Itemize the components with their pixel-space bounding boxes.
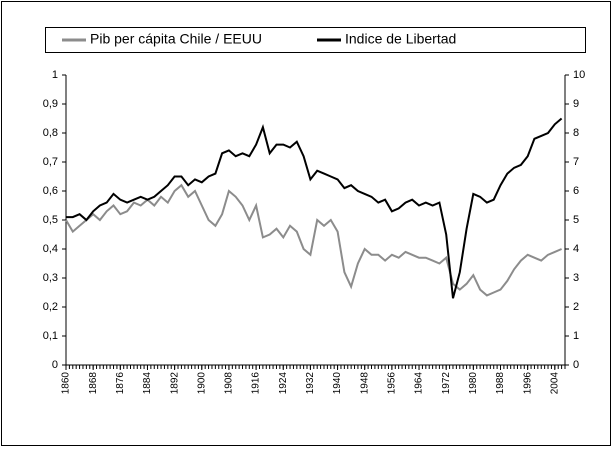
- x-tick-label: 1988: [495, 372, 506, 395]
- x-tick-label: 1868: [88, 372, 99, 395]
- x-tick-label: 1940: [332, 372, 343, 395]
- y-tick-label: 0,2: [43, 301, 58, 313]
- x-tick-label: 1964: [414, 372, 425, 395]
- y2-tick-label: 8: [573, 127, 579, 139]
- y2-tick-label: 1: [573, 330, 579, 342]
- legend: Pib per cápita Chile / EEUU Indice de Lib…: [62, 31, 456, 47]
- y-tick-label: 0,6: [43, 185, 58, 197]
- x-tick-label: 1876: [115, 372, 126, 395]
- x-tick-label: 1932: [305, 372, 316, 395]
- y2-tick-label: 2: [573, 301, 579, 313]
- series-line: [65, 183, 562, 297]
- x-tick-label: 1956: [387, 372, 398, 395]
- y2-tick-label: 6: [573, 185, 579, 197]
- y-tick-label: 0,7: [43, 156, 58, 168]
- x-tick-label: 1996: [522, 372, 533, 395]
- y2-tick-label: 0: [573, 359, 579, 371]
- x-tick-label: 1948: [359, 372, 370, 395]
- y-tick-label: 0,5: [43, 214, 58, 226]
- y2-tick-label: 4: [573, 243, 579, 255]
- legend-label: Pib per cápita Chile / EEUU: [90, 31, 262, 47]
- y2-tick-label: 5: [573, 214, 579, 226]
- y2-tick-label: 9: [573, 98, 579, 110]
- y-tick-label: 0,3: [43, 272, 58, 284]
- y2-tick-label: 10: [573, 69, 585, 81]
- x-tick-label: 1916: [251, 372, 262, 395]
- y-tick-label: 0,8: [43, 127, 58, 139]
- x-tick-label: 1884: [142, 372, 153, 395]
- y-tick-label: 0,1: [43, 330, 58, 342]
- legend-label: Indice de Libertad: [345, 31, 456, 47]
- x-tick-label: 1924: [278, 372, 289, 395]
- y-tick-label: 0,4: [43, 243, 58, 255]
- y2-tick-label: 7: [573, 156, 579, 168]
- y-tick-label: 1: [52, 69, 58, 81]
- x-tick-label: 1908: [224, 372, 235, 395]
- x-tick-label: 1892: [169, 372, 180, 395]
- x-tick-label: 2004: [549, 372, 560, 395]
- x-tick-label: 1900: [196, 372, 207, 395]
- x-tick-label: 1860: [61, 372, 72, 395]
- legend-box: [45, 27, 586, 53]
- series-line: [66, 117, 563, 299]
- x-tick-label: 1972: [441, 372, 452, 395]
- y2-tick-label: 3: [573, 272, 579, 284]
- y-tick-label: 0: [52, 359, 58, 371]
- y-tick-label: 0,9: [43, 98, 58, 110]
- x-tick-label: 1980: [468, 372, 479, 395]
